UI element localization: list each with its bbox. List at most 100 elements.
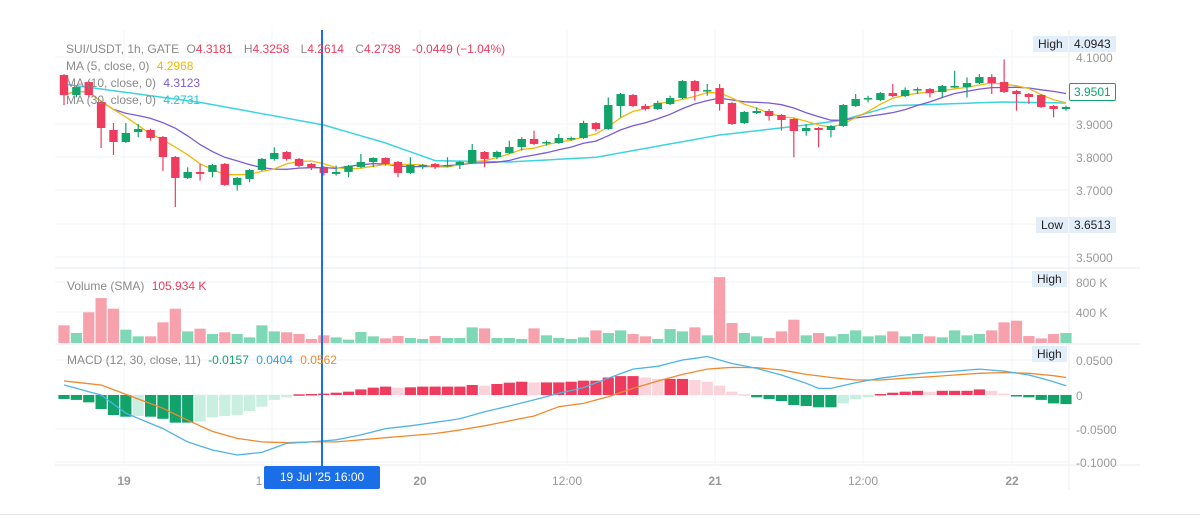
- candle-body: [542, 141, 551, 144]
- macd-histogram: [58, 376, 1072, 423]
- candle-body: [406, 164, 415, 173]
- volume-legend[interactable]: Volume (SMA) 105.934 K: [67, 279, 210, 293]
- volume-bar: [949, 330, 961, 343]
- macd-histogram-bar: [466, 384, 478, 395]
- candle-body: [220, 163, 230, 185]
- macd-histogram-bar: [404, 387, 416, 395]
- volume-bar: [726, 323, 738, 343]
- volume-bar: [281, 332, 293, 343]
- volume-bar: [590, 330, 602, 343]
- close-label: C: [355, 42, 364, 56]
- candle-body: [653, 103, 662, 110]
- candle-body: [307, 163, 316, 168]
- time-label: 22: [1005, 474, 1019, 488]
- candle-body: [529, 138, 539, 144]
- macd-histogram-bar: [862, 395, 874, 398]
- volume-bar: [70, 333, 82, 343]
- candle-body: [356, 161, 366, 167]
- volume-bar: [454, 337, 466, 343]
- volume-bar: [1023, 336, 1035, 343]
- macd-histogram-bar: [342, 391, 355, 395]
- candle-body: [703, 90, 712, 92]
- ma5-value: 4.2968: [156, 59, 194, 73]
- macd-histogram-bar: [714, 385, 726, 395]
- macd-histogram-bar: [676, 378, 689, 395]
- volume-bar: [107, 308, 120, 343]
- candle-body: [987, 77, 996, 84]
- macd-tick: 0.0500: [1076, 354, 1113, 368]
- change-value: -0.0449 (−1.04%): [412, 42, 506, 56]
- macd-histogram-bar: [478, 385, 491, 395]
- volume-bar: [676, 331, 689, 343]
- volume-bar: [577, 337, 590, 343]
- ma30-value: 4.2731: [163, 93, 201, 107]
- macd-histogram-bar: [219, 395, 231, 416]
- volume-bar: [491, 337, 503, 343]
- candle-body: [517, 138, 526, 147]
- macd-histogram-bar: [1035, 395, 1047, 400]
- candle-body: [913, 89, 922, 91]
- volume-bar: [478, 328, 491, 343]
- volume-bar: [256, 325, 268, 343]
- ma5-legend[interactable]: MA (5, close, 0) 4.2968: [66, 59, 197, 73]
- candle-body: [752, 111, 761, 114]
- candle-body: [109, 129, 118, 142]
- macd-histogram-bar: [565, 381, 577, 395]
- volume-bar: [120, 329, 132, 343]
- low-price-badge: 3.6513: [1069, 217, 1116, 233]
- macd-histogram-bar: [380, 386, 392, 395]
- volume-bar: [788, 319, 800, 343]
- candle-body: [641, 106, 650, 110]
- candle-body: [270, 152, 279, 159]
- time-label: 21: [708, 474, 722, 488]
- volume-bar: [565, 338, 577, 343]
- candle-body: [900, 90, 910, 97]
- open-label: O: [186, 42, 196, 56]
- low-label-badge: Low: [1036, 217, 1069, 233]
- macd-histogram-bar: [1023, 395, 1035, 398]
- candle-body: [443, 164, 452, 167]
- macd-histogram-bar: [194, 395, 206, 422]
- candle-body: [938, 86, 947, 93]
- volume-bar: [1060, 333, 1072, 343]
- macd-histogram-bar: [924, 391, 936, 395]
- volume-bar: [417, 338, 429, 343]
- volume-bar: [936, 337, 948, 343]
- candle-body: [925, 89, 935, 94]
- macd-histogram-bar: [256, 395, 268, 407]
- candle-body: [888, 93, 897, 97]
- macd-histogram-bar: [169, 395, 181, 423]
- time-label: 12:00: [551, 474, 583, 488]
- volume-bar: [998, 322, 1010, 343]
- price-tick: 3.7000: [1076, 184, 1113, 198]
- macd-line: [63, 355, 1067, 456]
- volume-bar: [862, 336, 874, 343]
- volume-bar: [194, 328, 206, 343]
- time-label: 1: [255, 474, 263, 488]
- candle-body: [294, 158, 304, 166]
- candle-body: [591, 123, 601, 129]
- candle-body: [121, 132, 131, 142]
- volume-bar: [800, 335, 812, 343]
- ma10-label: MA (10, close, 0): [66, 76, 157, 90]
- time-label: 20: [413, 474, 427, 488]
- macd-histogram-bar: [788, 395, 800, 406]
- macd-histogram-bar: [738, 394, 750, 396]
- volume-bar: [763, 337, 775, 343]
- macd-histogram-bar: [850, 395, 862, 400]
- macd-histogram-bar: [726, 391, 738, 395]
- volume-bar: [355, 331, 367, 343]
- macd-legend[interactable]: MACD (12, 30, close, 11) -0.0157 0.0404 …: [67, 353, 341, 367]
- low-label: L: [300, 42, 308, 56]
- macd-histogram-bar: [392, 387, 404, 395]
- macd-histogram-bar: [911, 390, 924, 395]
- price-tick: 3.9000: [1076, 118, 1113, 132]
- volume-bar: [615, 330, 627, 343]
- candle-body: [1037, 95, 1046, 108]
- macd-histogram-bar: [144, 395, 157, 417]
- candle-body: [826, 125, 836, 130]
- ma10-legend[interactable]: MA (10, close, 0) 4.3123: [66, 76, 204, 90]
- ma30-legend[interactable]: MA (30, close, 0) 4.2731: [66, 93, 204, 107]
- macd-histogram-bar: [887, 392, 899, 395]
